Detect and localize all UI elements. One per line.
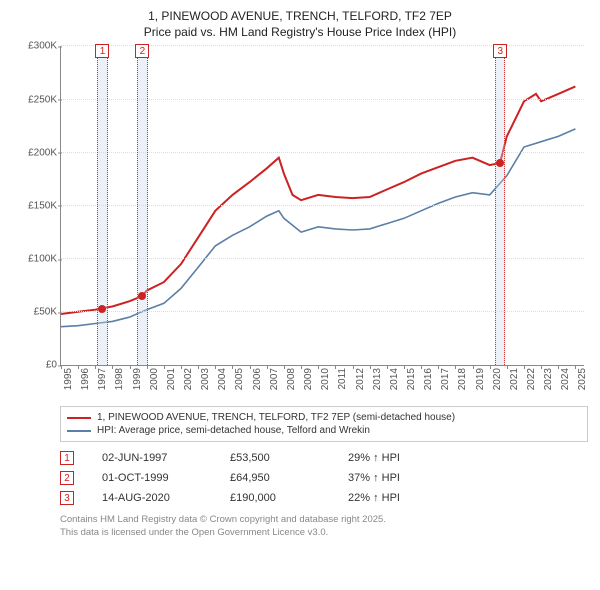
event-marker-box: 2 <box>135 44 149 58</box>
chart-title: 1, PINEWOOD AVENUE, TRENCH, TELFORD, TF2… <box>12 8 588 40</box>
event-date: 14-AUG-2020 <box>102 492 202 504</box>
footnote: Contains HM Land Registry data © Crown c… <box>60 514 588 539</box>
event-price: £64,950 <box>230 472 320 484</box>
x-tick-label: 2004 <box>217 368 228 390</box>
x-tick-label: 2011 <box>337 368 348 390</box>
sale-point-dot <box>138 292 146 300</box>
legend-label: 1, PINEWOOD AVENUE, TRENCH, TELFORD, TF2… <box>97 412 455 423</box>
x-tick-label: 2015 <box>406 368 417 390</box>
legend-swatch <box>67 417 91 419</box>
title-address: 1, PINEWOOD AVENUE, TRENCH, TELFORD, TF2… <box>12 8 588 24</box>
x-tick-label: 2001 <box>166 368 177 390</box>
event-date: 02-JUN-1997 <box>102 452 202 464</box>
x-tick-label: 2010 <box>320 368 331 390</box>
event-price: £53,500 <box>230 452 320 464</box>
sale-point-dot <box>98 305 106 313</box>
x-tick-label: 1997 <box>97 368 108 390</box>
x-tick-label: 2000 <box>149 368 160 390</box>
legend: 1, PINEWOOD AVENUE, TRENCH, TELFORD, TF2… <box>60 406 588 442</box>
event-table: 1 02-JUN-1997 £53,500 29% ↑ HPI 2 01-OCT… <box>60 448 588 508</box>
legend-label: HPI: Average price, semi-detached house,… <box>97 425 370 436</box>
event-row: 1 02-JUN-1997 £53,500 29% ↑ HPI <box>60 448 588 468</box>
plot-area: £0£50K£100K£150K£200K£250K£300K123 <box>60 46 584 366</box>
event-diff: 37% ↑ HPI <box>348 472 448 484</box>
y-tick-label: £50K <box>13 307 57 318</box>
x-tick-label: 2008 <box>286 368 297 390</box>
x-axis-labels: 1995 1996 1997 1998 1999 2000 2001 2002 2003 2004… <box>60 366 584 400</box>
chart-container: 1, PINEWOOD AVENUE, TRENCH, TELFORD, TF2… <box>0 0 600 547</box>
event-band <box>97 46 107 365</box>
x-tick-label: 2005 <box>234 368 245 390</box>
x-tick-label: 1995 <box>63 368 74 390</box>
footnote-line: This data is licensed under the Open Gov… <box>60 527 588 539</box>
event-band <box>137 46 147 365</box>
x-tick-label: 2009 <box>303 368 314 390</box>
y-tick-label: £150K <box>13 200 57 211</box>
x-tick-label: 2023 <box>543 368 554 390</box>
x-tick-label: 2007 <box>269 368 280 390</box>
x-tick-label: 2025 <box>577 368 588 390</box>
x-tick-label: 1996 <box>80 368 91 390</box>
x-tick-label: 2021 <box>509 368 520 390</box>
x-tick-label: 2020 <box>492 368 503 390</box>
event-marker-box: 1 <box>60 451 74 465</box>
x-tick-label: 2014 <box>389 368 400 390</box>
x-tick-label: 2024 <box>560 368 571 390</box>
x-tick-label: 2017 <box>440 368 451 390</box>
x-tick-label: 2002 <box>183 368 194 390</box>
x-tick-label: 2018 <box>457 368 468 390</box>
event-band <box>495 46 505 365</box>
event-price: £190,000 <box>230 492 320 504</box>
x-tick-label: 2019 <box>475 368 486 390</box>
y-tick-label: £200K <box>13 147 57 158</box>
legend-item: HPI: Average price, semi-detached house,… <box>67 424 581 437</box>
x-tick-label: 2012 <box>355 368 366 390</box>
y-tick-label: £300K <box>13 41 57 52</box>
x-tick-label: 2022 <box>526 368 537 390</box>
y-tick-label: £0 <box>13 360 57 371</box>
x-tick-label: 2003 <box>200 368 211 390</box>
event-date: 01-OCT-1999 <box>102 472 202 484</box>
y-tick-label: £250K <box>13 94 57 105</box>
x-tick-label: 2006 <box>252 368 263 390</box>
event-diff: 22% ↑ HPI <box>348 492 448 504</box>
x-tick-label: 2013 <box>372 368 383 390</box>
event-marker-box: 1 <box>95 44 109 58</box>
sale-point-dot <box>496 159 504 167</box>
legend-item: 1, PINEWOOD AVENUE, TRENCH, TELFORD, TF2… <box>67 411 581 424</box>
legend-swatch <box>67 430 91 432</box>
event-marker-box: 3 <box>60 491 74 505</box>
event-row: 3 14-AUG-2020 £190,000 22% ↑ HPI <box>60 488 588 508</box>
event-row: 2 01-OCT-1999 £64,950 37% ↑ HPI <box>60 468 588 488</box>
x-tick-label: 1999 <box>132 368 143 390</box>
x-tick-label: 1998 <box>114 368 125 390</box>
y-tick-label: £100K <box>13 254 57 265</box>
event-marker-box: 3 <box>493 44 507 58</box>
title-subtitle: Price paid vs. HM Land Registry's House … <box>12 24 588 40</box>
footnote-line: Contains HM Land Registry data © Crown c… <box>60 514 588 526</box>
x-tick-label: 2016 <box>423 368 434 390</box>
event-diff: 29% ↑ HPI <box>348 452 448 464</box>
event-marker-box: 2 <box>60 471 74 485</box>
